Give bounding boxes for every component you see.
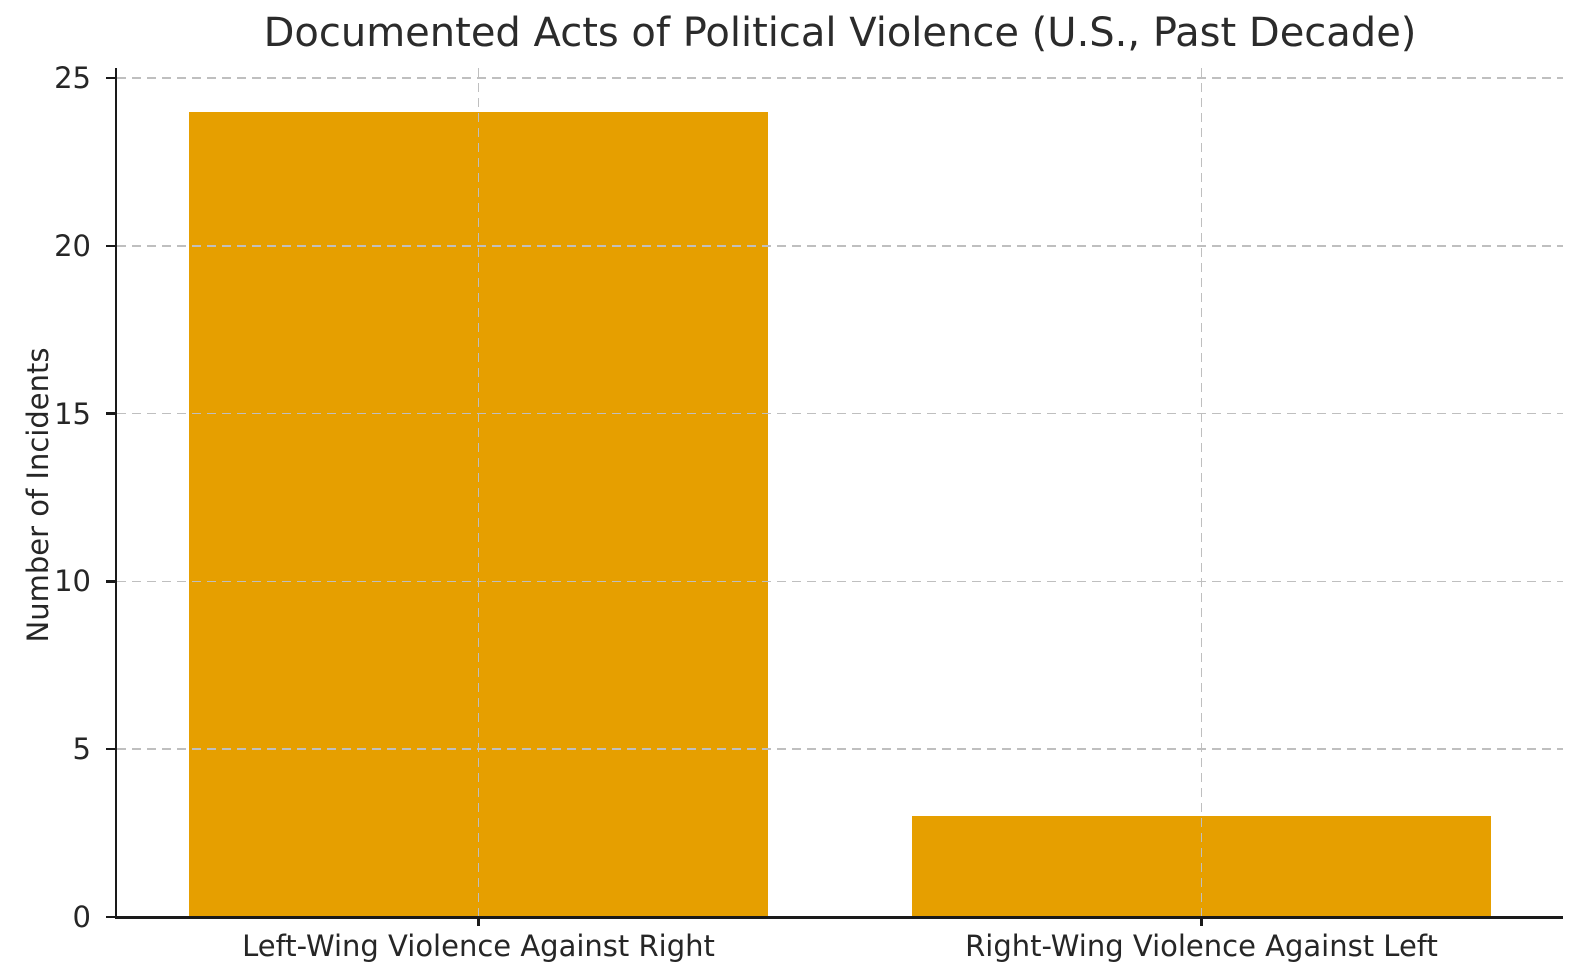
y-axis-spine [114,68,117,919]
y-axis-label: Number of Incidents [21,347,55,643]
gridline-horizontal [117,580,1563,583]
gridline-horizontal [117,77,1563,79]
y-tick-label: 25 [54,61,91,96]
x-axis-spine [114,916,1563,919]
y-tick-mark [105,76,115,80]
y-tick-mark [105,412,115,415]
y-tick-mark [105,580,115,583]
gridline-horizontal [117,245,1563,247]
x-tick-label: Left-Wing Violence Against Right [242,929,715,963]
plot-area: 0 5 10 15 20 25 Left-Wing Violence Against Rig… [54,63,1563,963]
y-tick-mark [105,244,115,248]
x-tick-label: Right-Wing Violence Against Left [965,929,1438,963]
chart-title: Documented Acts of Political Violence (U… [263,10,1417,56]
y-tick-label: 10 [54,564,91,599]
x-tick-mark [1200,917,1203,926]
y-tick-mark [105,915,115,919]
y-tick-label: 15 [54,396,91,431]
x-tick-mark [477,917,480,926]
gridline-vertical [477,68,480,917]
gridline-vertical [1200,68,1203,917]
gridline-horizontal [117,748,1563,751]
y-tick-label: 0 [72,900,91,934]
gridline-horizontal [117,412,1563,415]
y-tick-mark [105,747,115,751]
y-tick-label: 20 [54,228,91,263]
y-tick-label: 5 [72,732,91,767]
